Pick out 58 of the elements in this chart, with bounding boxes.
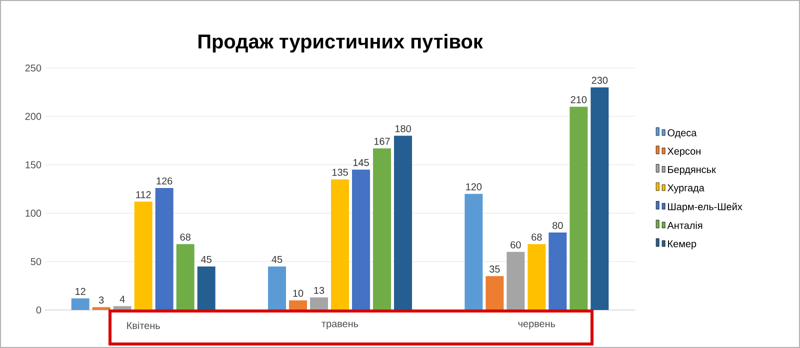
data-label: 145 [353,159,369,166]
data-label: 126 [156,177,172,185]
bar [373,148,392,310]
bar [310,297,328,310]
legend-label: Херсон [667,148,700,157]
bar [134,202,152,310]
data-label: 230 [592,76,608,84]
legend-label: Анталія [667,222,702,229]
data-label: 4 [120,296,125,303]
legend-label: Хургада [667,184,704,194]
bar [590,87,609,310]
bar [528,244,546,310]
bar [155,188,174,310]
data-label: 10 [293,290,304,297]
y-tick-label: 0 [36,306,42,314]
bar [548,232,567,310]
y-tick-label: 50 [30,258,42,266]
data-label: 210 [570,96,587,104]
data-label: 45 [201,256,212,263]
data-label: 45 [272,256,282,263]
data-label: 68 [180,234,190,241]
legend-label: Одеса [668,129,697,138]
y-tick-label: 150 [26,161,42,168]
data-label: 13 [314,286,324,294]
bar [570,106,588,310]
x-tick-label: травень [322,322,358,330]
data-label: 80 [552,222,563,230]
data-label: 60 [510,241,521,248]
data-label: 120 [466,183,482,190]
data-label: 12 [76,288,86,295]
y-tick-label: 100 [26,210,42,217]
bar [352,170,370,310]
bar [92,307,110,310]
data-label: 167 [374,138,390,145]
bar [268,266,286,310]
data-label: 112 [136,191,151,198]
x-tick-label: червень [518,322,556,330]
legend-label: Шарм-ель-Шейх [668,202,742,212]
y-tick-label: 200 [25,112,42,120]
data-label: 68 [532,234,542,241]
data-label: 3 [98,296,104,304]
bar [394,136,412,310]
data-label: 180 [395,125,411,132]
bar [331,179,350,310]
chart-title: Продаж туристичних путівок [198,34,483,53]
x-tick-label: Квітень [127,322,160,330]
bar [486,276,504,310]
data-label: 35 [490,266,500,273]
bar [197,266,216,310]
bar [176,244,194,310]
bar [71,298,90,310]
bar [289,300,308,310]
y-tick-label: 250 [25,64,42,72]
bar [506,252,525,310]
legend-label: Бердянськ [668,166,716,176]
data-label: 135 [332,168,348,176]
bar [464,194,483,310]
legend-label: Кемер [668,240,696,250]
